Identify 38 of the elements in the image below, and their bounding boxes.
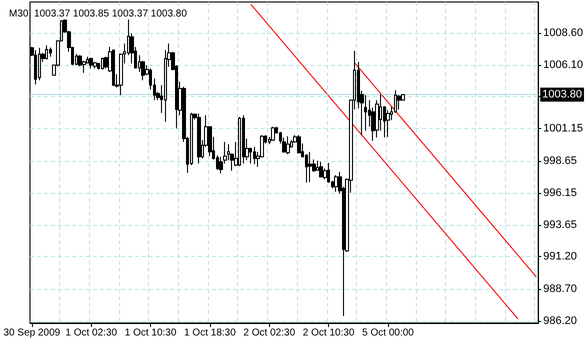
candlestick bbox=[286, 136, 290, 155]
candlestick bbox=[271, 126, 275, 142]
y-tick-label: 1008.60 bbox=[543, 26, 584, 39]
y-tick-label: 988.70 bbox=[543, 282, 577, 295]
candlestick bbox=[364, 94, 367, 132]
y-tick-label: 998.65 bbox=[543, 154, 577, 167]
candlestick bbox=[242, 114, 245, 164]
candlestick bbox=[197, 113, 201, 164]
candlestick bbox=[38, 47, 41, 81]
x-tick-label: 2 Oct 10:30 bbox=[302, 328, 355, 338]
candlestick bbox=[89, 57, 93, 70]
candlestick bbox=[253, 146, 256, 165]
candlestick bbox=[238, 116, 241, 167]
candlestick bbox=[101, 57, 104, 70]
candlestick bbox=[297, 134, 301, 154]
y-tick-label: 991.20 bbox=[543, 250, 577, 263]
y-tick-label: 986.20 bbox=[543, 315, 577, 328]
x-tick-label: 1 Oct 10:30 bbox=[124, 328, 177, 338]
x-tick-label: 30 Sep 2009 bbox=[3, 328, 61, 338]
ref-line-label: 1003.80 bbox=[542, 88, 582, 101]
candlestick bbox=[112, 48, 115, 87]
x-tick-label: 1 Oct 18:30 bbox=[184, 328, 236, 338]
candlestick bbox=[386, 110, 390, 138]
candlestick bbox=[334, 174, 338, 192]
candlestick bbox=[319, 161, 323, 178]
y-tick-label: 996.15 bbox=[543, 187, 577, 200]
x-tick-label: 5 Oct 00:00 bbox=[362, 328, 414, 338]
y-tick-label: 1006.10 bbox=[543, 59, 584, 72]
candlestick bbox=[93, 61, 97, 70]
x-tick-label: 1 Oct 02:30 bbox=[65, 328, 118, 338]
text: M30 1003.37 1003.85 1003.37 1003.80 bbox=[9, 8, 188, 20]
y-tick-label: 1001.15 bbox=[543, 122, 584, 135]
candlestick bbox=[308, 151, 312, 183]
candlestick bbox=[49, 47, 52, 58]
candlestick bbox=[34, 50, 37, 85]
candlestick bbox=[45, 44, 48, 60]
x-tick-label: 2 Oct 02:30 bbox=[243, 328, 296, 338]
y-tick-label: 993.65 bbox=[543, 219, 577, 232]
